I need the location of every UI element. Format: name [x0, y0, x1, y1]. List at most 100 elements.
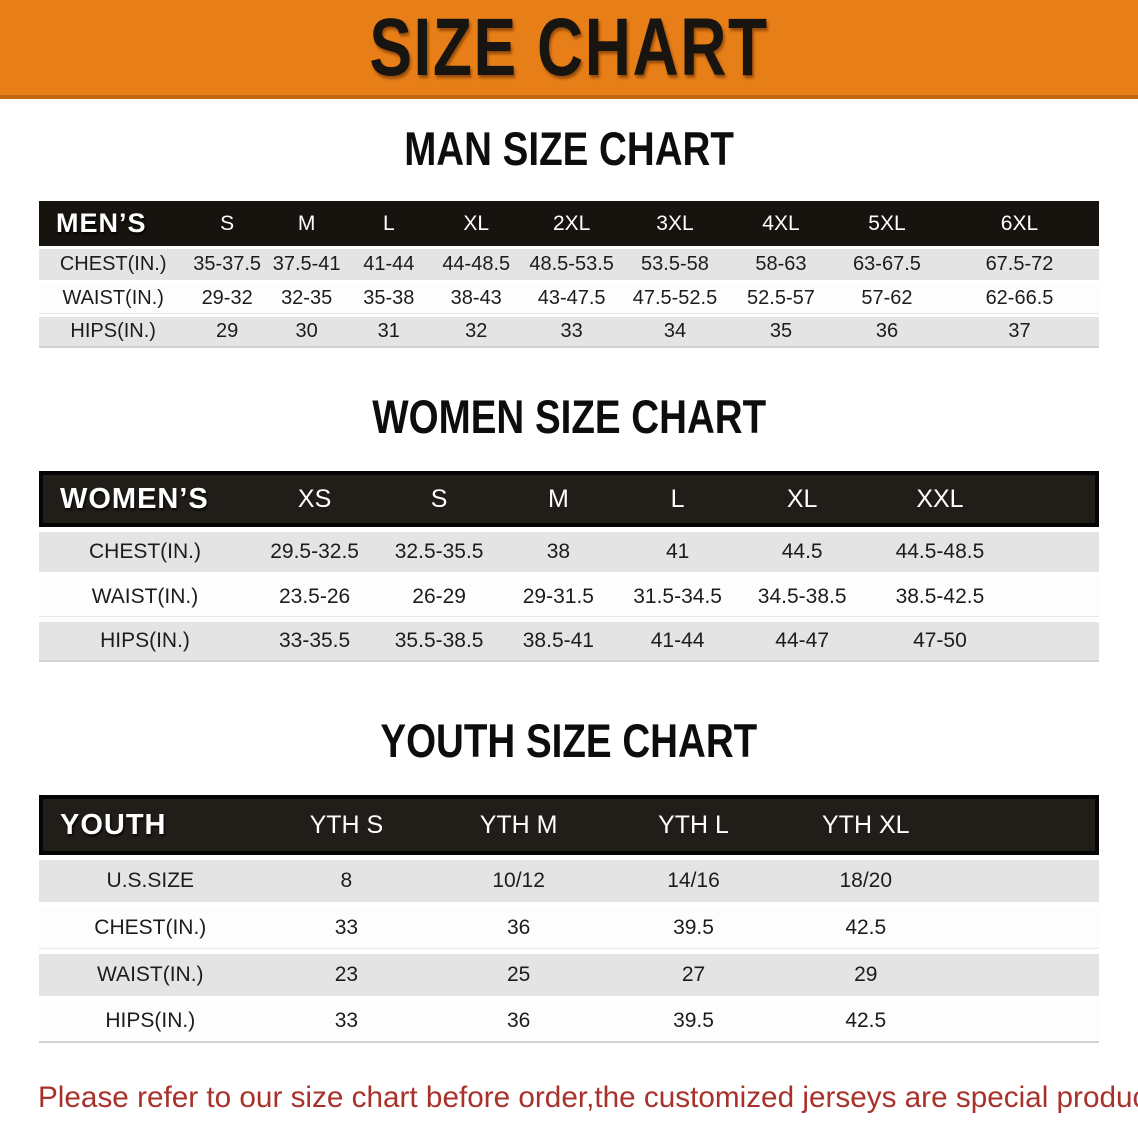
- measurement-value: 53.5-58: [621, 249, 728, 280]
- women-size-table: WOMEN’S XS S M L XL XXL CHEST(IN.) 29.5-32.5 32.5…: [39, 466, 1099, 667]
- measurement-value: 36: [431, 1001, 607, 1043]
- measurement-value: 57-62: [833, 283, 940, 314]
- measurement-label: CHEST(IN.): [39, 907, 262, 949]
- measurement-value: 63-67.5: [833, 249, 940, 280]
- size-column-header: YTH L: [606, 795, 781, 855]
- measurement-value: 35: [727, 317, 834, 348]
- size-table-grid: YOUTH YTH S YTH M YTH L YTH XL U.S.SIZE 8 10/12…: [39, 790, 1099, 1048]
- table-row: HIPS(IN.) 29 30 31 32 33 34 35 36 37: [39, 317, 1099, 348]
- measurement-label: U.S.SIZE: [39, 860, 262, 902]
- size-column-header: M: [266, 201, 347, 246]
- measurement-value: 29: [187, 317, 267, 348]
- measurement-label: WAIST(IN.): [39, 577, 251, 617]
- measurement-value: 33: [261, 907, 432, 949]
- row-spacer-cell: [1014, 622, 1099, 662]
- men-section-heading: MAN SIZE CHART: [0, 123, 1138, 184]
- measurement-value: 27: [606, 954, 781, 996]
- size-table-grid: MEN’S S M L XL 2XL 3XL 4XL 5XL 6XL CHEST(IN.) 35-37…: [39, 198, 1099, 351]
- measurement-value: 29-32: [187, 283, 267, 314]
- size-column-header: S: [378, 471, 501, 527]
- measurement-value: 8: [261, 860, 432, 902]
- measurement-value: 37.5-41: [266, 249, 347, 280]
- measurement-value: 67.5-72: [939, 249, 1099, 280]
- measurement-label: HIPS(IN.): [39, 317, 188, 348]
- measurement-value: 14/16: [606, 860, 781, 902]
- row-spacer-cell: [1014, 577, 1099, 617]
- measurement-value: 34: [621, 317, 728, 348]
- women-section-title: WOMEN SIZE CHART: [372, 390, 766, 443]
- disclaimer: Please refer to our size chart before or…: [38, 1074, 1138, 1132]
- size-column-header: L: [616, 471, 739, 527]
- size-column-header: XL: [738, 471, 866, 527]
- measurement-value: 52.5-57: [727, 283, 834, 314]
- size-column-header: 2XL: [521, 201, 622, 246]
- table-row: WAIST(IN.) 23 25 27 29: [39, 954, 1099, 996]
- measurement-value: 32-35: [266, 283, 347, 314]
- measurement-value: 48.5-53.5: [521, 249, 622, 280]
- measurement-label: WAIST(IN.): [39, 283, 188, 314]
- size-column-header: XS: [251, 471, 379, 527]
- size-column-header: 5XL: [833, 201, 940, 246]
- measurement-value: 62-66.5: [939, 283, 1099, 314]
- size-column-header: 6XL: [939, 201, 1099, 246]
- measurement-value: 36: [431, 907, 607, 949]
- measurement-value: 35.5-38.5: [378, 622, 501, 662]
- header-spacer-cell: [1014, 471, 1099, 527]
- table-group-label: WOMEN’S: [39, 471, 251, 527]
- measurement-value: 44.5-48.5: [865, 532, 1015, 572]
- measurement-value: 39.5: [606, 1001, 781, 1043]
- row-spacer-cell: [1014, 532, 1099, 572]
- youth-section-heading: YOUTH SIZE CHART: [0, 715, 1138, 776]
- measurement-value: 32: [431, 317, 522, 348]
- table-header-row: MEN’S S M L XL 2XL 3XL 4XL 5XL 6XL: [39, 201, 1099, 246]
- size-column-header: YTH M: [431, 795, 607, 855]
- measurement-label: CHEST(IN.): [39, 249, 188, 280]
- table-row: CHEST(IN.) 33 36 39.5 42.5: [39, 907, 1099, 949]
- measurement-value: 29.5-32.5: [251, 532, 379, 572]
- measurement-value: 42.5: [780, 907, 951, 949]
- header-spacer-cell: [950, 795, 1099, 855]
- measurement-value: 23: [261, 954, 432, 996]
- size-column-header: 3XL: [621, 201, 728, 246]
- measurement-value: 43-47.5: [521, 283, 622, 314]
- measurement-value: 32.5-35.5: [378, 532, 501, 572]
- measurement-value: 31.5-34.5: [616, 577, 739, 617]
- table-group-label: MEN’S: [39, 201, 188, 246]
- table-row: HIPS(IN.) 33 36 39.5 42.5: [39, 1001, 1099, 1043]
- measurement-value: 35-37.5: [187, 249, 267, 280]
- measurement-value: 36: [833, 317, 940, 348]
- measurement-value: 44.5: [738, 532, 866, 572]
- measurement-value: 33: [261, 1001, 432, 1043]
- table-row: HIPS(IN.) 33-35.5 35.5-38.5 38.5-41 41-44 44-…: [39, 622, 1099, 662]
- measurement-value: 38-43: [431, 283, 522, 314]
- measurement-value: 42.5: [780, 1001, 951, 1043]
- measurement-value: 44-47: [738, 622, 866, 662]
- row-spacer-cell: [950, 860, 1099, 902]
- measurement-value: 26-29: [378, 577, 501, 617]
- measurement-value: 10/12: [431, 860, 607, 902]
- size-column-header: XL: [431, 201, 522, 246]
- measurement-value: 38.5-41: [500, 622, 617, 662]
- measurement-value: 29-31.5: [500, 577, 617, 617]
- size-column-header: M: [500, 471, 617, 527]
- measurement-value: 41-44: [346, 249, 432, 280]
- measurement-value: 33: [521, 317, 622, 348]
- measurement-value: 41: [616, 532, 739, 572]
- disclaimer-line-2: we don't accept cancel, change, teturn o…: [38, 1121, 1089, 1132]
- row-spacer-cell: [950, 1001, 1099, 1043]
- size-column-header: YTH S: [261, 795, 432, 855]
- table-row: CHEST(IN.) 35-37.5 37.5-41 41-44 44-48.5 48.5…: [39, 249, 1099, 280]
- measurement-value: 34.5-38.5: [738, 577, 866, 617]
- size-column-header: XXL: [865, 471, 1015, 527]
- size-table-grid: WOMEN’S XS S M L XL XXL CHEST(IN.) 29.5-32.5 32.5…: [39, 466, 1099, 667]
- size-column-header: L: [346, 201, 432, 246]
- size-column-header: 4XL: [727, 201, 834, 246]
- measurement-value: 39.5: [606, 907, 781, 949]
- row-spacer-cell: [950, 954, 1099, 996]
- table-header-row: YOUTH YTH S YTH M YTH L YTH XL: [39, 795, 1099, 855]
- measurement-value: 58-63: [727, 249, 834, 280]
- youth-size-table: YOUTH YTH S YTH M YTH L YTH XL U.S.SIZE 8 10/12…: [39, 790, 1099, 1048]
- measurement-label: HIPS(IN.): [39, 1001, 262, 1043]
- table-row: CHEST(IN.) 29.5-32.5 32.5-35.5 38 41 44.5 44.5…: [39, 532, 1099, 572]
- measurement-value: 41-44: [616, 622, 739, 662]
